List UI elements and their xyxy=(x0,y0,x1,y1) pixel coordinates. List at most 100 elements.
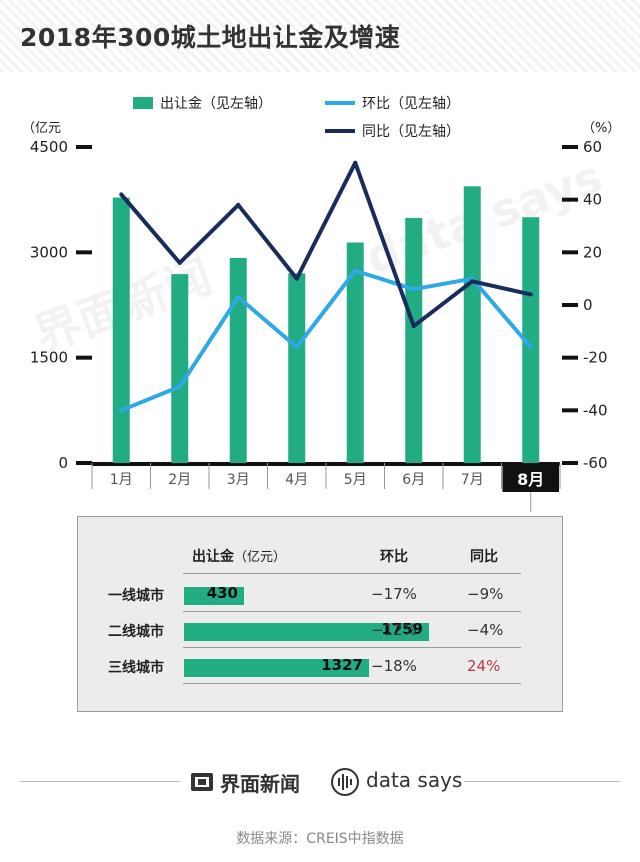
bar-amount xyxy=(171,274,189,463)
page-title: 2018年300城土地出让金及增速 xyxy=(20,23,401,52)
table-city: 二线城市 xyxy=(108,624,164,640)
table-divider xyxy=(183,683,521,684)
right-tick-label: 20 xyxy=(583,243,602,261)
table-amount-value: 1759 xyxy=(381,620,423,638)
table-city: 一线城市 xyxy=(108,588,164,604)
datasays-logo-icon xyxy=(331,768,359,796)
right-tick-label: -20 xyxy=(583,349,608,367)
left-tick-mark xyxy=(76,461,92,465)
bar-amount xyxy=(522,217,540,463)
jiemian-logo-icon xyxy=(191,773,213,791)
footer-brand-datasays: data says xyxy=(366,768,463,792)
table-city: 三线城市 xyxy=(108,660,164,676)
bar-amount xyxy=(288,273,306,463)
right-tick-mark xyxy=(562,461,578,465)
right-tick-mark xyxy=(562,303,578,307)
table-row: 二线城市 1759 −12% −4% xyxy=(78,615,564,645)
left-tick-label: 3000 xyxy=(30,243,68,261)
table-hb-value: −17% xyxy=(371,585,417,603)
point-hb xyxy=(236,295,241,300)
point-hb xyxy=(528,345,533,350)
x-highlight-box xyxy=(502,466,559,492)
table-amount-bar xyxy=(184,623,429,641)
right-tick-mark xyxy=(562,355,578,360)
right-tick-mark xyxy=(562,250,578,255)
footer-brand: 界面新闻 xyxy=(220,772,300,796)
table-header-tb: 同比 xyxy=(470,549,498,565)
left-axis-unit: （亿元 xyxy=(22,121,61,136)
point-hb xyxy=(353,268,358,273)
x-tick-label: 3月 xyxy=(227,472,250,488)
x-tick-label: 1月 xyxy=(110,472,133,488)
right-tick-mark xyxy=(562,197,578,202)
bar-amount xyxy=(405,217,423,463)
table-amount-value: 430 xyxy=(206,584,238,602)
x-tick-label: 8月 xyxy=(517,470,544,489)
legend-label-hb: 环比（见左轴） xyxy=(362,96,460,112)
point-tb xyxy=(528,292,533,297)
left-tick-label: 1500 xyxy=(30,349,68,367)
bars xyxy=(112,186,540,463)
legend-label-amount: 出让金（见左轴） xyxy=(160,96,272,112)
point-tb xyxy=(470,279,475,284)
left-tick-mark xyxy=(76,145,92,149)
right-tick-label: -60 xyxy=(583,454,608,472)
right-tick-label: 60 xyxy=(583,138,602,156)
table-header-hb: 环比 xyxy=(380,549,408,565)
table-tb-value: −9% xyxy=(467,585,504,603)
point-tb xyxy=(177,260,182,265)
bar-amount xyxy=(112,197,130,463)
legend-label-tb: 同比（见左轴） xyxy=(362,124,460,140)
table-amount-bar xyxy=(184,587,244,605)
point-tb xyxy=(353,160,358,165)
table-amount-value: 1327 xyxy=(321,656,363,674)
axes: （亿元 （%） 0 1500 3000 4500 -60 -40 -20 0 20 40 60 1月 2月 3… xyxy=(22,121,620,512)
point-hb xyxy=(177,384,182,389)
left-tick-label: 0 xyxy=(58,454,68,472)
data-source: 数据来源：CREIS中指数据 xyxy=(236,831,404,847)
line-tb xyxy=(119,160,532,329)
right-tick-label: -40 xyxy=(583,401,608,419)
x-tick-label: 6月 xyxy=(402,472,425,488)
right-axis-unit: （%） xyxy=(582,121,620,136)
legend-swatch-amount xyxy=(133,97,153,109)
right-tick-label: 0 xyxy=(583,296,593,314)
table-divider xyxy=(183,611,521,612)
left-tick-mark xyxy=(76,250,92,255)
bar-amount xyxy=(346,242,364,463)
table-tb-value: 24% xyxy=(467,657,501,675)
left-tick-mark xyxy=(76,355,92,360)
legend: 出让金（见左轴） 环比（见左轴） 同比（见左轴） xyxy=(133,96,460,140)
left-tick-label: 4500 xyxy=(30,138,68,156)
x-tick-label: 2月 xyxy=(168,472,191,488)
point-hb xyxy=(294,345,299,350)
table-header-amount: 出让金（亿元） xyxy=(192,549,287,565)
point-tb xyxy=(119,192,124,197)
table-row: 三线城市 1327 −18% 24% xyxy=(78,651,564,681)
x-tick-label: 5月 xyxy=(344,472,367,488)
point-hb xyxy=(119,408,124,413)
right-tick-mark xyxy=(562,408,578,413)
bar-amount xyxy=(229,257,247,463)
x-tick-label: 4月 xyxy=(285,472,308,488)
table-hb-value: −12% xyxy=(371,621,417,639)
right-tick-label: 40 xyxy=(583,191,602,209)
table-row: 一线城市 430 −17% −9% xyxy=(78,579,564,609)
chart: 出让金（见左轴） 环比（见左轴） 同比（见左轴） （亿元 （%） 0 1500 3000 45… xyxy=(22,96,620,512)
x-tick-label: 7月 xyxy=(461,472,484,488)
city-tier-table: 出让金（亿元） 环比 同比 一线城市 430 −17% −9% 二线城市 1759 −12%… xyxy=(77,516,563,712)
footer-line-left xyxy=(20,781,180,782)
line-hb xyxy=(120,268,533,413)
right-tick-mark xyxy=(562,145,578,149)
point-tb xyxy=(411,324,416,329)
point-tb xyxy=(236,202,241,207)
point-hb xyxy=(411,287,416,292)
header-band: 2018年300城土地出让金及增速 xyxy=(0,0,640,72)
table-divider xyxy=(183,647,521,648)
table-hb-value: −18% xyxy=(371,657,417,675)
footer-line-right xyxy=(464,781,620,782)
lines xyxy=(119,160,533,413)
table-amount-bar xyxy=(184,659,369,677)
point-tb xyxy=(294,276,299,281)
table-divider xyxy=(183,573,521,574)
